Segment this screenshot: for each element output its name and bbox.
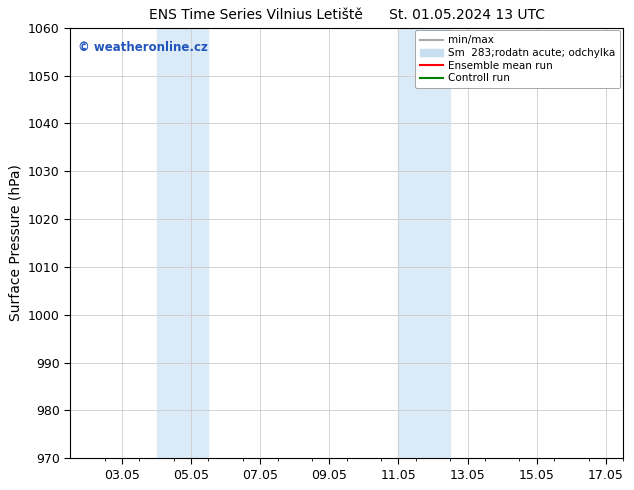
Text: © weatheronline.cz: © weatheronline.cz [79,41,209,53]
Bar [398,27,450,458]
Y-axis label: Surface Pressure (hPa): Surface Pressure (hPa) [8,165,22,321]
Title: ENS Time Series Vilnius Letiště      St. 01.05.2024 13 UTC: ENS Time Series Vilnius Letiště St. 01.0… [148,8,545,23]
Bar [157,27,209,458]
Legend: min/max, Sm  283;rodatn acute; odchylka, Ensemble mean run, Controll run: min/max, Sm 283;rodatn acute; odchylka, … [415,30,621,88]
